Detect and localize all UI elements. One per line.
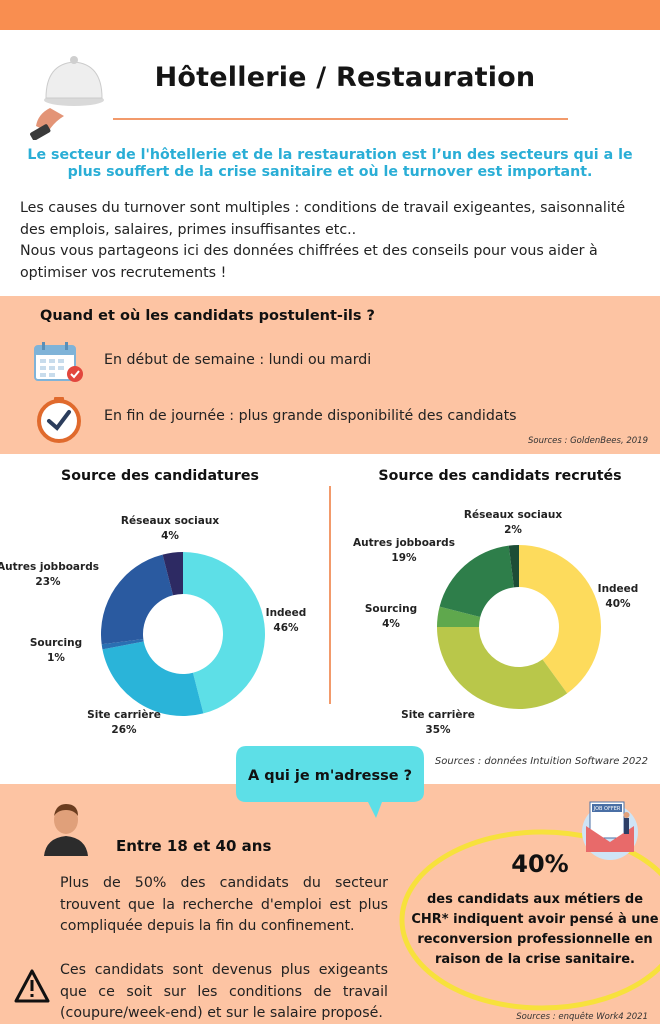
when-heading: Quand et où les candidats postulent-ils … xyxy=(40,308,375,324)
warning-icon xyxy=(14,969,50,1003)
slice-label: Autres jobboards xyxy=(353,537,455,549)
charts-section: Source des candidatures Source des candi… xyxy=(0,456,660,784)
when-row-2: En fin de journée : plus grande disponib… xyxy=(104,408,517,424)
slice-value-label: 4% xyxy=(382,618,400,630)
top-banner xyxy=(0,0,660,30)
chart-1-title: Source des candidatures xyxy=(61,468,259,484)
when-source: Sources : GoldenBees, 2019 xyxy=(528,436,648,446)
cloche-serving-icon xyxy=(30,56,104,140)
slice-value-label: 26% xyxy=(111,724,137,736)
slice-value-label: 46% xyxy=(273,622,299,634)
when-section: Quand et où les candidats postulent-ils … xyxy=(0,296,660,454)
age-range: Entre 18 et 40 ans xyxy=(116,837,272,855)
who-paragraph-1: Plus de 50% des candidats du secteur tro… xyxy=(60,875,388,934)
slice-value-label: 4% xyxy=(161,530,179,542)
slice-label: Sourcing xyxy=(30,637,82,649)
title-underline xyxy=(113,118,568,120)
chart-2-title: Source des candidats recrutés xyxy=(378,468,622,484)
calendar-icon xyxy=(34,342,83,382)
job-offer-icon: JOB OFFER xyxy=(582,801,638,860)
donut-charts: Indeed 46% Site carrière 26% Sourcing 1% Autre… xyxy=(0,509,639,736)
slice-value-label: 40% xyxy=(605,598,631,610)
donut-slice-site-carri-re xyxy=(437,627,568,709)
slice-value-label: 19% xyxy=(391,552,417,564)
intro-paragraph-1: Les causes du turnover sont multiples : … xyxy=(20,200,626,238)
who-paragraph-2: Ces candidats sont devenus plus exigeant… xyxy=(60,962,388,1021)
donut-slice-indeed xyxy=(519,545,601,694)
slice-label: Indeed xyxy=(266,607,307,619)
slice-value-label: 1% xyxy=(47,652,65,664)
slice-value-label: 35% xyxy=(425,724,451,736)
slice-label: Réseaux sociaux xyxy=(464,509,562,521)
slice-label: Autres jobboards xyxy=(0,561,99,573)
yellow-ring xyxy=(399,829,660,1011)
who-section xyxy=(0,784,660,1024)
slice-value-label: 23% xyxy=(35,576,61,588)
donut-slice-autres-jobboards xyxy=(439,545,514,618)
charts-source: Sources : données Intuition Software 202… xyxy=(434,756,648,767)
page-title: Hôtellerie / Restauration xyxy=(154,62,536,93)
who-source: Sources : enquête Work4 2021 xyxy=(516,1012,648,1022)
lead-text: Le secteur de l'hôtellerie et de la rest… xyxy=(27,147,633,180)
when-row-1: En début de semaine : lundi ou mardi xyxy=(104,352,372,368)
speech-bubble xyxy=(236,746,424,818)
stat-percentage: 40% xyxy=(511,850,569,878)
stat-text: des candidats aux métiers de CHR* indiqu… xyxy=(411,892,659,967)
donut-slice-r-seaux-sociaux xyxy=(508,545,519,588)
slice-label: Site carrière xyxy=(401,709,475,721)
donut-slice-sourcing xyxy=(437,606,481,627)
slice-label: Réseaux sociaux xyxy=(121,515,219,527)
intro-text: Les causes du turnover sont multiples : … xyxy=(20,198,640,284)
job-offer-badge: JOB OFFER xyxy=(593,806,621,812)
bubble-text: A qui je m'adresse ? xyxy=(247,768,413,784)
donut-slice-site-carri-re xyxy=(102,641,204,716)
donut-slice-autres-jobboards xyxy=(100,554,174,645)
header-section: Hôtellerie / Restauration Le secteur de … xyxy=(0,30,660,290)
clock-check-icon xyxy=(37,397,81,443)
chart-divider xyxy=(329,486,331,704)
intro-paragraph-2: Nous vous partageons ici des données chi… xyxy=(20,243,598,281)
slice-label: Site carrière xyxy=(87,709,161,721)
slice-label: Indeed xyxy=(598,583,639,595)
slice-label: Sourcing xyxy=(365,603,417,615)
donut-slice-sourcing xyxy=(101,639,144,650)
slice-value-label: 2% xyxy=(504,524,522,536)
person-icon xyxy=(44,804,88,856)
donut-slice-r-seaux-sociaux xyxy=(162,552,183,596)
donut-slice-indeed xyxy=(183,552,266,714)
